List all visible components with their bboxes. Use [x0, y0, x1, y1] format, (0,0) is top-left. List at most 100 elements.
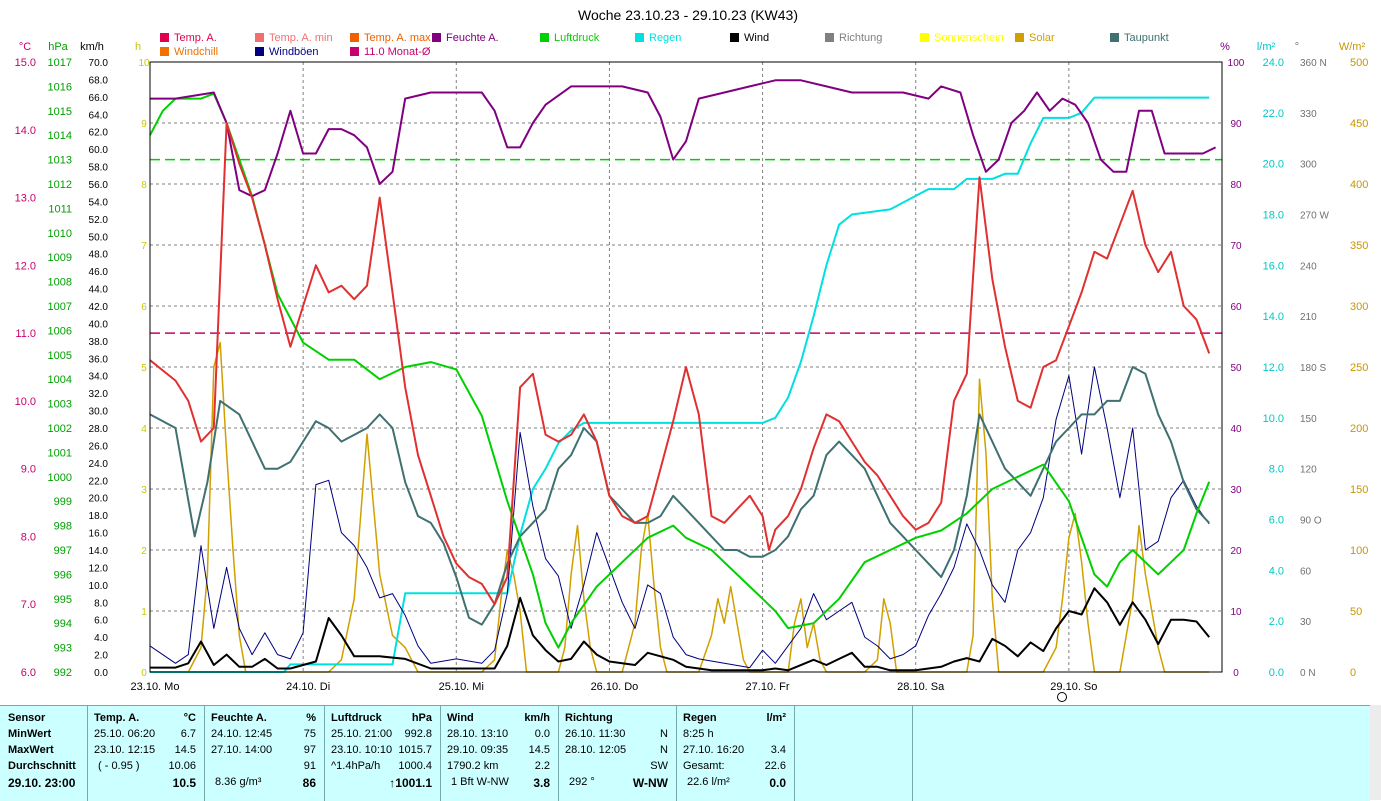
humidity-min-value: 75	[303, 728, 316, 740]
tick-direction: 180 S	[1300, 363, 1326, 374]
wind-current-value: 3.8	[533, 776, 550, 790]
tick-temp: 13.0	[15, 193, 36, 205]
legend-label-13: 11.0 Monat-Ø	[364, 46, 431, 58]
tick-sunshine: 6	[141, 302, 147, 313]
x-label-1: 24.10. Di	[286, 681, 330, 693]
x-label-4: 27.10. Fr	[746, 681, 790, 693]
pressure-max-time: 23.10. 10:10	[331, 744, 393, 756]
tick-solar: 400	[1350, 179, 1368, 191]
tick-wind: 48.0	[89, 250, 109, 261]
tick-wind: 44.0	[89, 285, 109, 296]
series-line-solar	[150, 341, 1210, 673]
axis-units: °C hPa km/h h% l/m² ° W/m²	[19, 41, 1366, 53]
x-label-2: 25.10. Mi	[439, 681, 484, 693]
tick-solar: 50	[1350, 606, 1362, 618]
tick-sunshine: 0	[141, 668, 147, 679]
direction-max-time: 28.10. 12:05	[565, 744, 627, 756]
wind-min-value: 0.0	[534, 728, 550, 740]
wind-unit: km/h	[524, 712, 550, 724]
chart-title: Woche 23.10.23 - 29.10.23 (KW43)	[578, 7, 798, 23]
tick-rain: 6.0	[1269, 515, 1284, 527]
series-line-windb-en	[149, 366, 1210, 669]
temp-unit: °C	[183, 712, 196, 724]
maxwert-label: MaxWert	[8, 744, 54, 756]
col-direction: Richtung 26.10. 11:30 N 28.10. 12:05 N S…	[559, 706, 677, 801]
window-edge	[1370, 705, 1381, 800]
tick-wind: 70.0	[89, 58, 109, 69]
tick-sunshine: 8	[141, 180, 147, 191]
avg-label: Durchschnitt	[8, 760, 76, 772]
direction-min-value: N	[660, 728, 668, 740]
humidity-unit: %	[306, 712, 316, 724]
tick-solar: 500	[1350, 57, 1368, 69]
legend-swatch-1	[255, 33, 264, 42]
unit-rain: l/m²	[1257, 41, 1276, 53]
tick-humidity: 30	[1230, 485, 1242, 496]
pressure-max-value: 1015.7	[398, 744, 432, 756]
direction-current-value: W-NW	[632, 776, 668, 790]
tick-wind: 12.0	[89, 563, 109, 574]
tick-solar: 300	[1350, 301, 1368, 313]
current-time-marker	[1057, 692, 1067, 702]
tick-wind: 20.0	[89, 494, 109, 505]
tick-sunshine: 9	[141, 119, 147, 130]
tick-pressure: 1013	[48, 155, 72, 167]
tick-rain: 24.0	[1263, 57, 1284, 69]
tick-humidity: 70	[1230, 241, 1242, 252]
tick-humidity: 20	[1230, 546, 1242, 557]
direction-avg-value: SW	[650, 760, 668, 772]
rain-max-time: 27.10. 16:20	[683, 744, 745, 756]
humidity-header: Feuchte A.	[211, 712, 267, 724]
unit-sunshine: h	[135, 41, 141, 53]
temp-avg-value: 10.06	[168, 760, 196, 772]
direction-max-value: N	[660, 744, 668, 756]
tick-sunshine: 2	[141, 546, 147, 557]
tick-temp: 14.0	[15, 125, 36, 137]
tick-pressure: 1009	[48, 252, 72, 264]
tick-humidity: 40	[1230, 424, 1242, 435]
tick-wind: 60.0	[89, 145, 109, 156]
tick-direction: 120	[1300, 465, 1317, 476]
tick-pressure: 1004	[48, 374, 72, 386]
tick-wind: 10.0	[89, 581, 109, 592]
tick-pressure: 997	[54, 545, 72, 557]
tick-pressure: 993	[54, 643, 72, 655]
tick-wind: 64.0	[89, 110, 109, 121]
unit-direction: °	[1295, 41, 1299, 53]
tick-pressure: 1001	[48, 447, 72, 459]
x-label-5: 28.10. Sa	[897, 681, 945, 693]
humidity-min-time: 24.10. 12:45	[211, 728, 273, 740]
tick-direction: 300	[1300, 160, 1317, 171]
legend-label-2: Temp. A. max	[364, 32, 431, 44]
tick-pressure: 1002	[48, 423, 72, 435]
col-temp: Temp. A. °C 25.10. 06:20 6.7 23.10. 12:1…	[88, 706, 205, 801]
tick-humidity: 10	[1230, 607, 1242, 618]
series-line-temp-a-	[149, 122, 1211, 606]
minwert-label: MinWert	[8, 728, 52, 740]
unit-wind: km/h	[80, 41, 104, 53]
legend-swatch-8	[920, 33, 929, 42]
wind-distance: 1790.2 km	[447, 760, 499, 772]
direction-degrees: 292 °	[569, 776, 595, 788]
tick-wind: 28.0	[89, 424, 109, 435]
tick-humidity: 80	[1230, 180, 1242, 191]
tick-pressure: 1010	[48, 228, 72, 240]
tick-wind: 18.0	[89, 511, 109, 522]
series-line-taupunkt	[149, 366, 1210, 626]
plot-frame	[149, 61, 1223, 673]
tick-wind: 14.0	[89, 546, 109, 557]
tick-pressure: 1017	[48, 57, 72, 69]
wind-max-value: 14.5	[528, 744, 550, 756]
legend-label-6: Wind	[744, 32, 769, 44]
tick-temp: 10.0	[15, 396, 36, 408]
legend-label-1: Temp. A. min	[269, 32, 333, 44]
tick-solar: 150	[1350, 484, 1368, 496]
tick-rain: 16.0	[1263, 260, 1284, 272]
direction-header: Richtung	[565, 712, 613, 724]
legend-swatch-10	[1110, 33, 1119, 42]
rain-current-total: 22.6 l/m²	[687, 776, 730, 788]
stats-footer: Sensor MinWert MaxWert Durchschnitt 29.1…	[0, 705, 1370, 801]
wind-header: Wind	[447, 712, 474, 724]
tick-temp: 7.0	[21, 599, 36, 611]
rain-total-value: 22.6	[764, 760, 786, 772]
